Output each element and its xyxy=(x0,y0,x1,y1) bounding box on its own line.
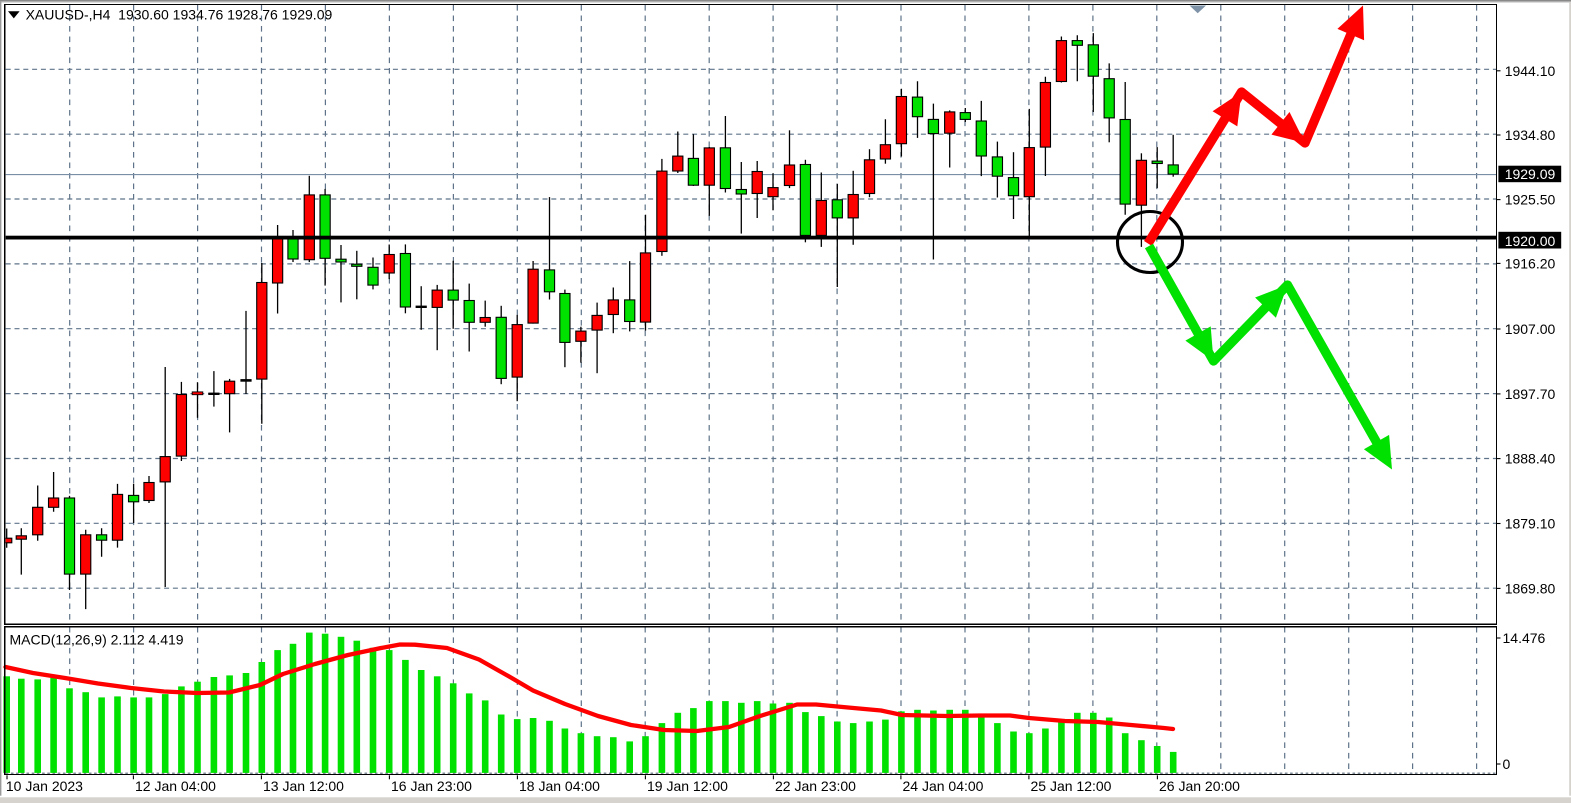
svg-text:13 Jan 12:00: 13 Jan 12:00 xyxy=(263,778,344,794)
svg-text:1897.70: 1897.70 xyxy=(1505,386,1556,402)
svg-text:24 Jan 04:00: 24 Jan 04:00 xyxy=(903,778,984,794)
svg-text:1916.20: 1916.20 xyxy=(1505,255,1556,271)
svg-text:XAUUSD-,H4 1930.60 1934.76 19: XAUUSD-,H4 1930.60 1934.76 1928.76 1929.… xyxy=(26,6,333,22)
svg-text:16 Jan 23:00: 16 Jan 23:00 xyxy=(391,778,472,794)
svg-text:14.476: 14.476 xyxy=(1503,630,1546,646)
svg-text:1920.00: 1920.00 xyxy=(1505,233,1556,249)
svg-text:1944.10: 1944.10 xyxy=(1505,63,1556,79)
svg-text:MACD(12,26,9) 2.112 4.419: MACD(12,26,9) 2.112 4.419 xyxy=(10,632,184,648)
svg-text:1934.80: 1934.80 xyxy=(1505,127,1556,143)
svg-text:1888.40: 1888.40 xyxy=(1505,451,1556,467)
svg-text:18 Jan 04:00: 18 Jan 04:00 xyxy=(519,778,600,794)
svg-text:1925.50: 1925.50 xyxy=(1505,192,1556,208)
svg-text:19 Jan 12:00: 19 Jan 12:00 xyxy=(647,778,728,794)
svg-text:1907.00: 1907.00 xyxy=(1505,321,1556,337)
svg-text:1869.80: 1869.80 xyxy=(1505,580,1556,596)
svg-text:1929.09: 1929.09 xyxy=(1505,166,1556,182)
svg-text:1879.10: 1879.10 xyxy=(1505,516,1556,532)
svg-text:12 Jan 04:00: 12 Jan 04:00 xyxy=(135,778,216,794)
svg-text:25 Jan 12:00: 25 Jan 12:00 xyxy=(1031,778,1112,794)
svg-text:26 Jan 20:00: 26 Jan 20:00 xyxy=(1159,778,1240,794)
svg-text:22 Jan 23:00: 22 Jan 23:00 xyxy=(775,778,856,794)
svg-text:10 Jan 2023: 10 Jan 2023 xyxy=(6,778,83,794)
svg-text:0: 0 xyxy=(1503,756,1511,772)
